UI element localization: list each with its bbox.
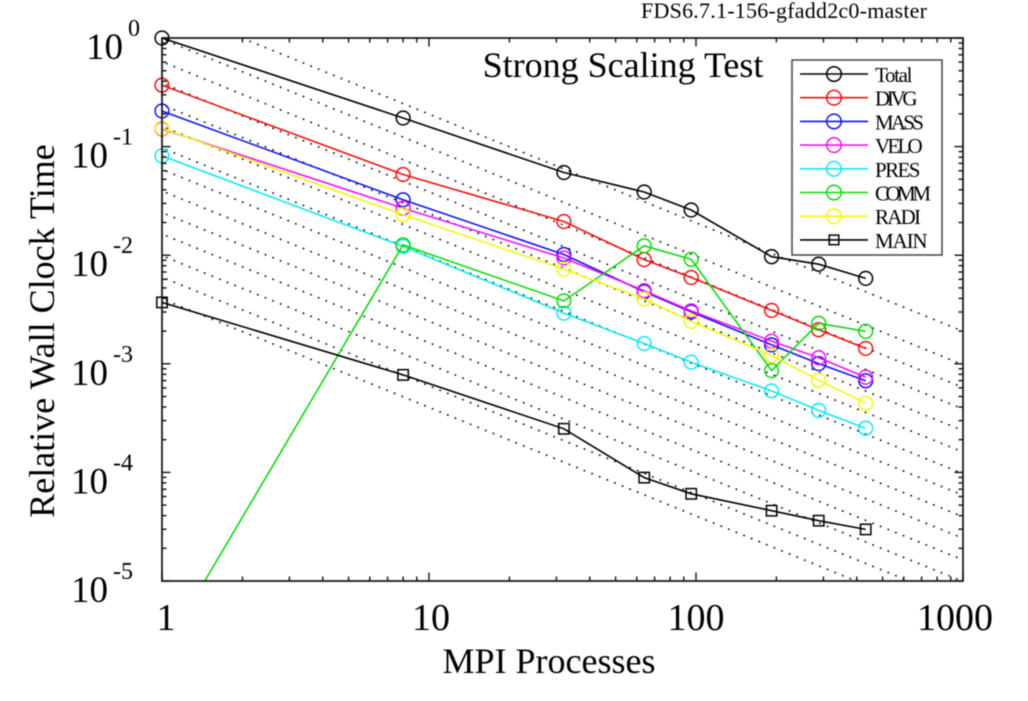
svg-text:RADI: RADI xyxy=(875,205,921,229)
svg-text:DIVG: DIVG xyxy=(875,87,918,111)
svg-text:10: 10 xyxy=(71,353,108,394)
svg-text:10: 10 xyxy=(71,244,108,285)
svg-text:Relative Wall Clock Time: Relative Wall Clock Time xyxy=(22,144,62,517)
svg-text:1: 1 xyxy=(157,597,176,639)
svg-text:MPI Processes: MPI Processes xyxy=(443,641,656,681)
svg-text:10: 10 xyxy=(71,136,108,177)
svg-text:PRES: PRES xyxy=(875,158,920,182)
svg-text:10: 10 xyxy=(86,27,123,68)
svg-text:MASS: MASS xyxy=(875,110,924,134)
svg-text:-4: -4 xyxy=(113,450,133,476)
svg-text:-2: -2 xyxy=(113,233,133,259)
svg-text:-5: -5 xyxy=(113,559,133,585)
svg-text:Total: Total xyxy=(875,63,913,87)
svg-text:MAIN: MAIN xyxy=(875,229,928,253)
svg-text:10: 10 xyxy=(71,461,108,502)
svg-text:1000: 1000 xyxy=(917,597,993,639)
svg-text:Strong Scaling Test: Strong Scaling Test xyxy=(483,45,764,85)
svg-text:FDS6.7.1-156-gfadd2c0-master: FDS6.7.1-156-gfadd2c0-master xyxy=(641,0,928,23)
svg-text:VELO: VELO xyxy=(875,134,923,158)
svg-text:10: 10 xyxy=(71,570,108,611)
svg-text:0: 0 xyxy=(128,16,140,42)
svg-text:100: 100 xyxy=(668,597,725,639)
svg-text:COMM: COMM xyxy=(875,182,931,206)
svg-text:-1: -1 xyxy=(113,125,133,151)
svg-text:-3: -3 xyxy=(113,342,133,368)
svg-text:10: 10 xyxy=(412,597,450,639)
